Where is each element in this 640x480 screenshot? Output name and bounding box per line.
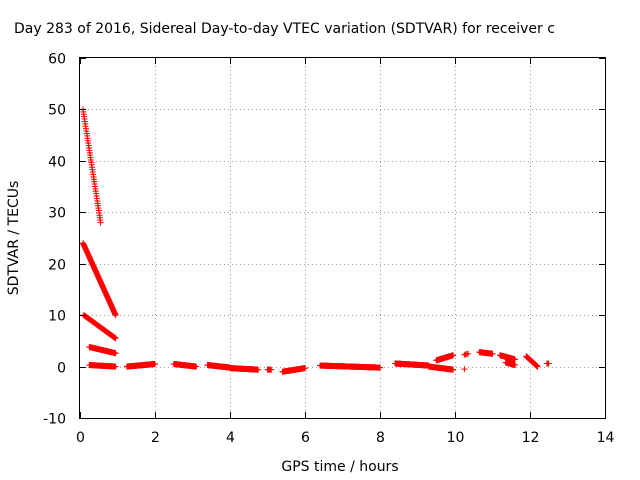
data-point	[112, 335, 119, 342]
x-tick-label: 2	[151, 430, 160, 446]
data-point	[193, 363, 200, 370]
x-tick-label: 10	[447, 430, 465, 446]
x-tick-label: 6	[301, 430, 310, 446]
x-axis-label: GPS time / hours	[281, 459, 398, 475]
y-tick-label: 20	[48, 258, 66, 274]
data-point	[545, 360, 552, 367]
data-point	[512, 356, 518, 363]
data-point	[97, 219, 104, 226]
y-tick-label: 10	[48, 309, 66, 325]
y-tick-label: 50	[48, 103, 66, 119]
data-point	[112, 363, 119, 370]
y-axis-ticks: -10 0 10 20 30 40 50 60	[43, 52, 605, 428]
data-point	[112, 350, 119, 357]
data-point	[302, 365, 308, 372]
data-point	[377, 364, 383, 371]
data-point	[268, 366, 275, 373]
data-point	[112, 312, 119, 319]
data-point	[534, 363, 541, 370]
data-layer	[80, 106, 552, 375]
data-point	[255, 366, 262, 373]
x-tick-label: 14	[597, 430, 615, 446]
data-point	[152, 361, 158, 367]
y-tick-label: 30	[48, 206, 66, 222]
y-tick-label: -10	[43, 412, 66, 428]
x-axis-ticks: 0 2 4 6 8 10 12 14	[76, 58, 614, 446]
y-tick-label: 0	[57, 361, 66, 377]
data-point	[450, 352, 457, 359]
y-tick-label: 60	[48, 52, 66, 68]
y-axis-label: SDTVAR / TECUs	[6, 181, 22, 296]
chart-title: Day 283 of 2016, Sidereal Day-to-day VTE…	[14, 21, 555, 37]
data-point	[461, 366, 468, 373]
data-point	[489, 350, 496, 357]
x-tick-label: 0	[76, 430, 85, 446]
plot-frame	[79, 57, 606, 419]
x-tick-label: 12	[522, 430, 540, 446]
x-tick-label: 8	[376, 430, 385, 446]
data-point	[450, 366, 457, 373]
data-point	[512, 362, 518, 369]
x-tick-label: 4	[226, 430, 235, 446]
data-point	[465, 350, 472, 357]
y-tick-label: 40	[48, 155, 66, 171]
grid-layer	[80, 58, 605, 418]
